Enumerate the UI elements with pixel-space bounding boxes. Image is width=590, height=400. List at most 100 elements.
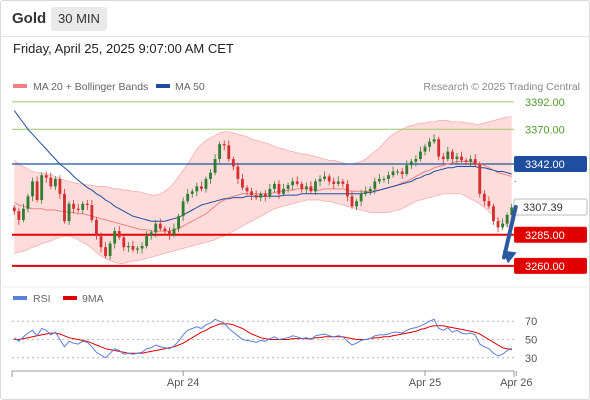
x-axis-label-Apr 25: Apr 25 — [409, 377, 441, 389]
candle-body — [482, 193, 486, 202]
candle-body — [487, 201, 491, 207]
last-price-label: 3307.39 — [523, 202, 563, 214]
candle-body — [336, 181, 340, 184]
candle-body — [172, 228, 176, 235]
candle-body — [44, 175, 48, 178]
candle-body — [245, 187, 249, 192]
candle-body — [341, 181, 345, 184]
candle-body — [21, 208, 25, 220]
candle-body — [49, 177, 53, 187]
candle-body — [268, 188, 272, 197]
candle-body — [154, 223, 158, 233]
candle-body — [26, 196, 30, 209]
candle-body — [95, 219, 98, 237]
candle-body — [414, 159, 418, 162]
level-label-3392.00: 3392.00 — [525, 97, 565, 109]
candle-body — [359, 193, 363, 202]
candle-body — [478, 164, 482, 194]
candle-body — [419, 151, 422, 160]
candle-body — [272, 183, 276, 189]
candle-body — [309, 186, 313, 192]
level-label-3260.00: 3260.00 — [525, 261, 565, 273]
candle-body — [469, 159, 473, 162]
legend-swatch-ma50 — [156, 84, 170, 88]
candle-body — [76, 208, 80, 210]
candle-body — [391, 171, 395, 176]
candle-body — [496, 221, 500, 228]
candle-body — [364, 191, 368, 194]
candle-body — [254, 195, 258, 198]
candle-body — [117, 231, 121, 238]
level-label-3370.00: 3370.00 — [525, 124, 565, 136]
candle-body — [314, 181, 317, 192]
candle-body — [323, 176, 327, 179]
candle-body — [227, 145, 231, 160]
candle-body — [450, 151, 454, 160]
candle-body — [263, 193, 267, 197]
candle-body — [195, 186, 199, 192]
chart-timestamp: Friday, April 25, 2025 9:07:00 AM CET — [13, 41, 234, 56]
ma50-line — [13, 110, 512, 222]
candle-body — [428, 141, 431, 147]
candle-body — [327, 176, 331, 182]
candle-body — [122, 237, 126, 248]
candle-body — [396, 171, 400, 173]
candle-body — [464, 160, 468, 162]
candle-body — [204, 178, 208, 189]
candle-body — [218, 144, 222, 160]
candle-body — [63, 193, 66, 222]
candle-body — [291, 181, 295, 186]
candle-body — [126, 245, 130, 248]
forecast-arrow-shaft — [502, 205, 518, 260]
level-label-3342.00: 3342.00 — [525, 159, 565, 171]
candle-body — [140, 245, 144, 249]
candle-body — [423, 146, 427, 152]
candle-body — [505, 214, 509, 224]
candle-body — [40, 175, 44, 201]
timeframe-button[interactable]: 30 MIN — [51, 7, 107, 31]
candle-body — [455, 156, 459, 160]
candle-body — [501, 223, 505, 228]
candle-body — [277, 183, 281, 194]
candle-body — [409, 161, 413, 166]
bollinger-lower-line — [14, 193, 512, 264]
candle-body — [286, 185, 290, 189]
x-axis-label-Apr 24: Apr 24 — [167, 377, 199, 389]
candle-body — [99, 236, 103, 248]
legend-label-ma50: MA 50 — [175, 81, 205, 93]
candle-body — [382, 178, 386, 180]
candle-body — [492, 206, 495, 222]
header-divider — [0, 36, 590, 37]
rsi-ma-line — [14, 323, 512, 354]
legend-label-ma20: MA 20 + Bollinger Bands — [33, 81, 148, 93]
legend-swatch-rsi — [13, 296, 27, 300]
candle-body — [163, 228, 167, 232]
ma20-line — [14, 161, 512, 232]
level-tag-3260.00 — [514, 257, 587, 274]
candle-body — [213, 159, 217, 173]
candle-body — [186, 193, 190, 202]
candle-body — [460, 156, 463, 161]
candle-body — [405, 165, 409, 174]
candle-body — [300, 183, 304, 189]
candle-body — [104, 247, 107, 256]
candle-body — [90, 205, 94, 220]
candle-body — [58, 178, 62, 194]
legend-label-rsi-ma: 9MA — [82, 293, 104, 305]
chart-header: Gold 30 MIN — [0, 0, 590, 36]
candle-body — [177, 216, 180, 229]
candle-body — [199, 186, 203, 189]
candle-body — [35, 181, 39, 201]
candle-body — [510, 207, 514, 215]
candle-body — [67, 203, 71, 222]
level-tag-3342.00 — [514, 156, 587, 173]
candle-body — [259, 193, 263, 198]
candle-body — [295, 181, 299, 184]
level-tag-3285.00 — [514, 226, 587, 243]
candle-body — [168, 231, 171, 235]
candle-body — [181, 201, 185, 217]
rsi-line — [13, 318, 512, 359]
bollinger-band — [14, 116, 512, 264]
candle-body — [373, 181, 377, 189]
